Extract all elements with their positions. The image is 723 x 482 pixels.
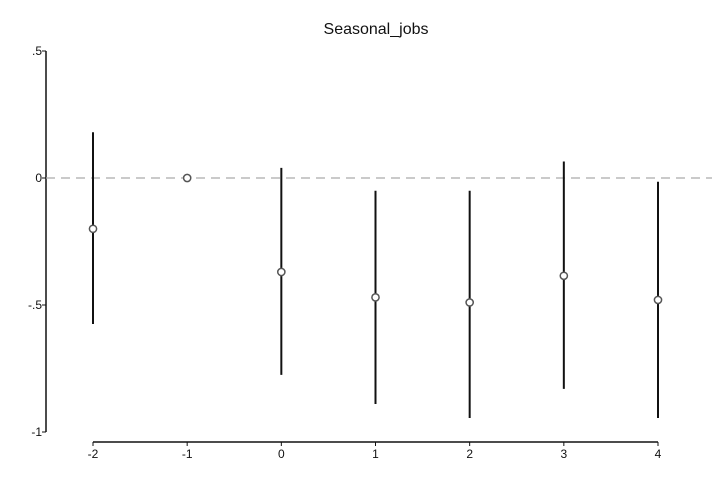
x-axis: -2 -1 0 1 2 3 4 bbox=[88, 441, 662, 461]
point-estimate bbox=[276, 267, 286, 277]
point-estimates bbox=[88, 173, 663, 307]
x-tick-label: -1 bbox=[182, 447, 193, 461]
x-tick-label: 0 bbox=[278, 447, 285, 461]
point-estimate bbox=[559, 271, 569, 281]
point-estimate bbox=[653, 295, 663, 305]
point-estimate bbox=[182, 173, 192, 183]
y-tick-label: .5 bbox=[32, 44, 42, 58]
x-tick-label: 2 bbox=[466, 447, 473, 461]
y-tick-label: -1 bbox=[31, 425, 42, 439]
x-tick-label: 4 bbox=[655, 447, 662, 461]
x-tick-label: 1 bbox=[372, 447, 379, 461]
point-estimate bbox=[88, 224, 98, 234]
point-estimate bbox=[371, 293, 380, 302]
y-tick-label: -.5 bbox=[28, 298, 42, 312]
x-tick-label: -2 bbox=[88, 447, 99, 461]
y-tick-label: 0 bbox=[35, 171, 42, 185]
chart-title: Seasonal_jobs bbox=[324, 21, 429, 38]
point-estimate bbox=[465, 298, 475, 307]
y-axis: .5 0 -.5 -1 bbox=[28, 44, 47, 439]
x-tick-label: 3 bbox=[560, 447, 567, 461]
confidence-intervals bbox=[92, 132, 659, 419]
